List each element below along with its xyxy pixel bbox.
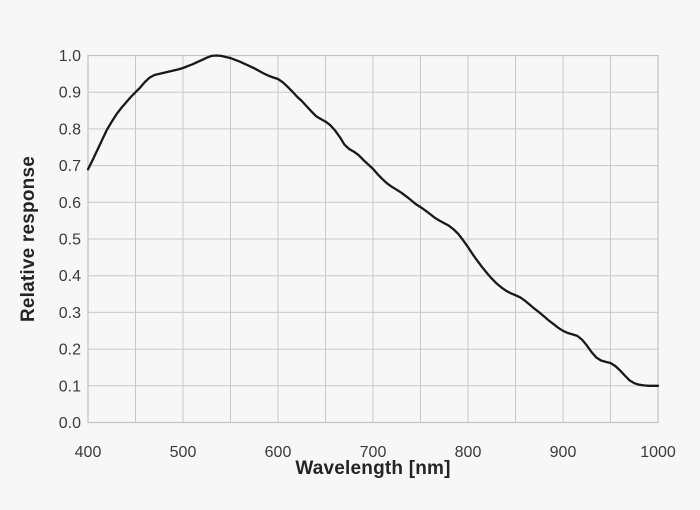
y-tick-label: 0.2 [59, 342, 81, 359]
y-tick-label: 0.9 [59, 85, 81, 102]
x-tick-label: 900 [550, 444, 577, 461]
y-tick-label: 1.0 [59, 48, 81, 65]
y-tick-label: 0.8 [59, 121, 81, 138]
y-tick-label: 0.3 [59, 305, 81, 322]
y-tick-label: 0.0 [59, 415, 81, 432]
y-tick-label: 0.7 [59, 158, 81, 175]
x-tick-label: 700 [360, 444, 387, 461]
x-tick-label: 800 [455, 444, 482, 461]
plot-border [87, 54, 659, 424]
y-tick-label: 0.1 [59, 378, 81, 395]
response-curve [86, 54, 660, 387]
x-tick-label: 600 [265, 444, 292, 461]
y-axis-title: Relative response [18, 155, 39, 323]
y-tick-label: 0.5 [59, 232, 81, 249]
x-tick-label: 500 [170, 444, 197, 461]
y-tick-label: 0.4 [59, 268, 81, 285]
x-axis-title: Wavelength [nm] [295, 458, 451, 479]
x-tick-label: 1000 [640, 444, 676, 461]
x-tick-label: 400 [75, 444, 102, 461]
y-tick-label: 0.6 [59, 195, 81, 212]
